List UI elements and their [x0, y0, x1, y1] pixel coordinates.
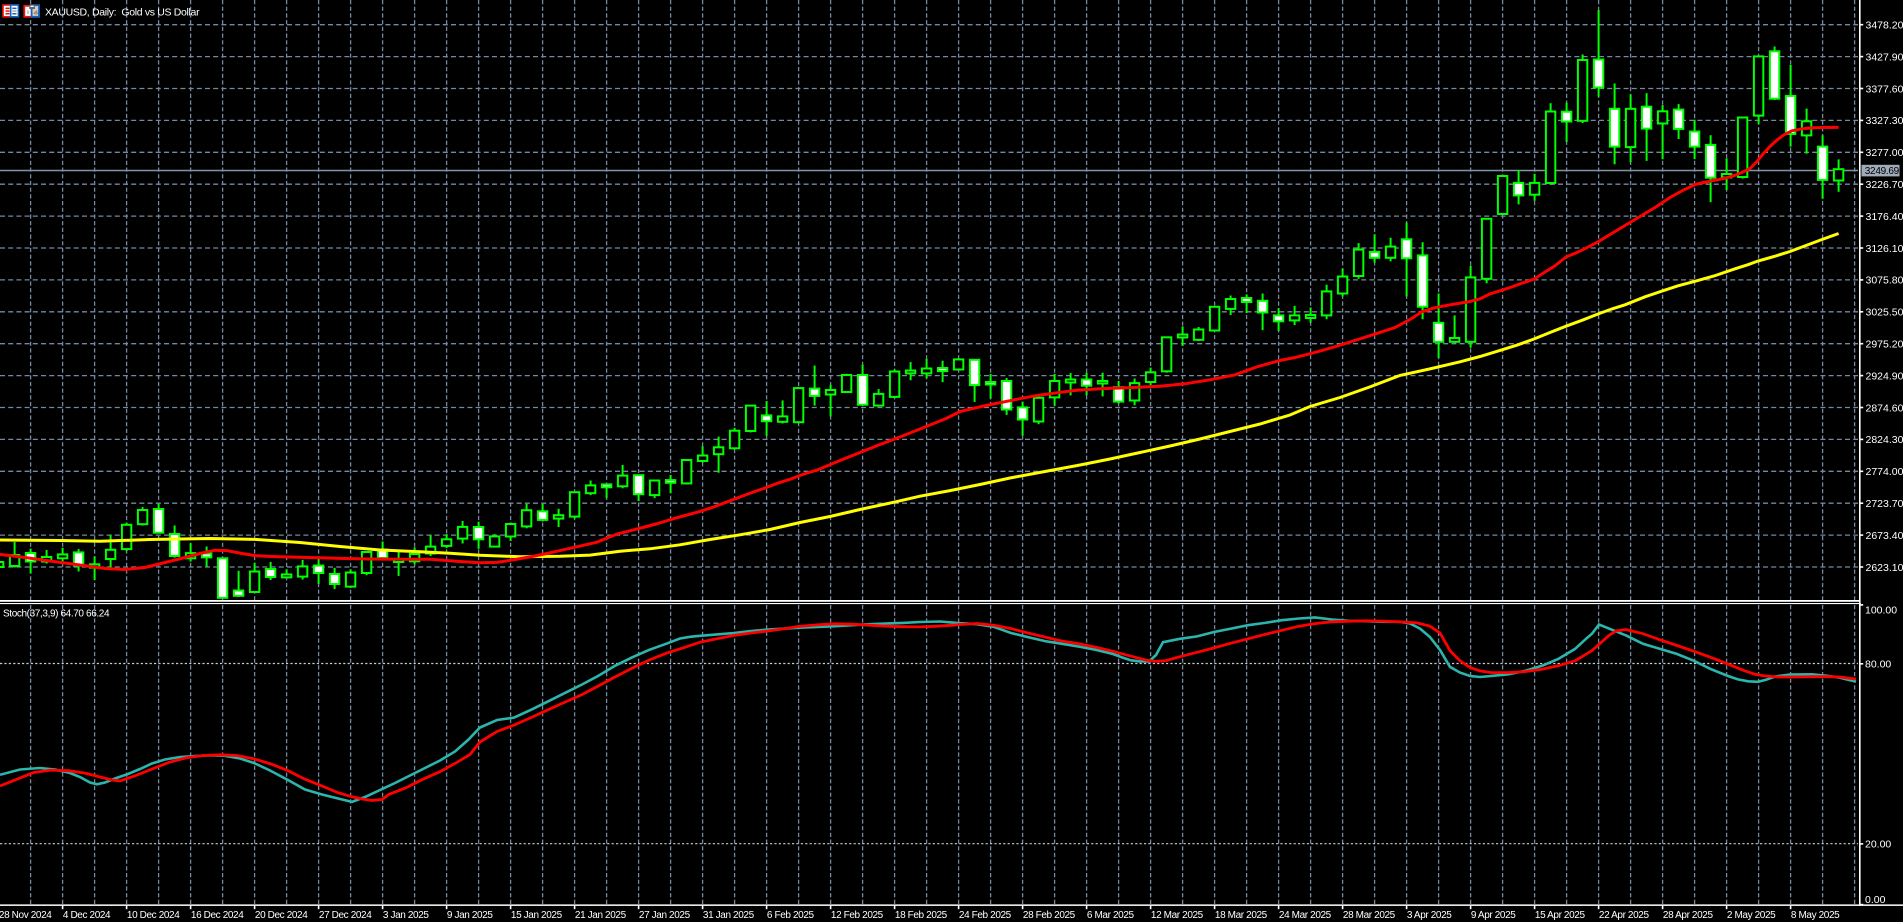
svg-text:9 Apr 2025: 9 Apr 2025 [1471, 910, 1516, 921]
svg-text:3 Apr 2025: 3 Apr 2025 [1407, 910, 1452, 921]
svg-text:15 Apr 2025: 15 Apr 2025 [1535, 910, 1586, 921]
svg-text:15 Jan 2025: 15 Jan 2025 [511, 910, 563, 921]
svg-text:3126.10: 3126.10 [1866, 243, 1903, 255]
svg-text:2975.20: 2975.20 [1866, 339, 1903, 351]
svg-text:80.00: 80.00 [1865, 659, 1891, 671]
svg-text:3478.20: 3478.20 [1866, 20, 1903, 32]
svg-text:18 Feb 2025: 18 Feb 2025 [895, 910, 948, 921]
svg-text:3377.60: 3377.60 [1866, 83, 1903, 95]
svg-text:0.00: 0.00 [1865, 894, 1886, 906]
svg-text:3025.50: 3025.50 [1866, 307, 1903, 319]
svg-text:XAUUSD, Daily: Gold vs US Dol: XAUUSD, Daily: Gold vs US Dollar [45, 6, 200, 18]
svg-text:100.00: 100.00 [1865, 604, 1897, 616]
svg-text:10 Dec 2024: 10 Dec 2024 [127, 910, 180, 921]
svg-text:24 Feb 2025: 24 Feb 2025 [959, 910, 1012, 921]
svg-text:2623.10: 2623.10 [1866, 562, 1903, 574]
svg-text:28 Feb 2025: 28 Feb 2025 [1023, 910, 1076, 921]
svg-text:9 Jan 2025: 9 Jan 2025 [447, 910, 494, 921]
svg-text:3176.40: 3176.40 [1866, 211, 1903, 223]
svg-text:4 Dec 2024: 4 Dec 2024 [63, 910, 111, 921]
svg-text:3249.69: 3249.69 [1865, 166, 1900, 177]
svg-text:3277.00: 3277.00 [1866, 147, 1903, 159]
svg-text:Stoch(37,3,9) 64.70 66.24: Stoch(37,3,9) 64.70 66.24 [3, 609, 110, 620]
svg-text:22 Apr 2025: 22 Apr 2025 [1599, 910, 1650, 921]
svg-text:27 Dec 2024: 27 Dec 2024 [319, 910, 372, 921]
svg-text:2723.70: 2723.70 [1866, 498, 1903, 510]
svg-text:2774.00: 2774.00 [1866, 466, 1903, 478]
svg-text:2 May 2025: 2 May 2025 [1727, 910, 1776, 921]
svg-text:8 May 2025: 8 May 2025 [1791, 910, 1840, 921]
svg-text:12 Feb 2025: 12 Feb 2025 [831, 910, 884, 921]
svg-text:2824.30: 2824.30 [1866, 434, 1903, 446]
svg-text:31 Jan 2025: 31 Jan 2025 [703, 910, 755, 921]
svg-text:3 Jan 2025: 3 Jan 2025 [383, 910, 430, 921]
svg-text:6 Mar 2025: 6 Mar 2025 [1087, 910, 1135, 921]
svg-text:21 Jan 2025: 21 Jan 2025 [575, 910, 627, 921]
svg-text:18 Mar 2025: 18 Mar 2025 [1215, 910, 1268, 921]
svg-text:27 Jan 2025: 27 Jan 2025 [639, 910, 691, 921]
svg-text:20.00: 20.00 [1865, 839, 1891, 851]
svg-text:28 Apr 2025: 28 Apr 2025 [1663, 910, 1714, 921]
svg-text:16 Dec 2024: 16 Dec 2024 [191, 910, 244, 921]
svg-text:3427.90: 3427.90 [1866, 51, 1903, 63]
svg-text:12 Mar 2025: 12 Mar 2025 [1151, 910, 1204, 921]
svg-text:24 Mar 2025: 24 Mar 2025 [1279, 910, 1332, 921]
svg-text:3075.80: 3075.80 [1866, 275, 1903, 287]
svg-text:28 Nov 2024: 28 Nov 2024 [0, 910, 52, 921]
svg-text:2673.40: 2673.40 [1866, 530, 1903, 542]
svg-text:3327.30: 3327.30 [1866, 115, 1903, 127]
svg-text:6 Feb 2025: 6 Feb 2025 [767, 910, 815, 921]
svg-text:2874.60: 2874.60 [1866, 402, 1903, 414]
svg-text:20 Dec 2024: 20 Dec 2024 [255, 910, 308, 921]
svg-text:28 Mar 2025: 28 Mar 2025 [1343, 910, 1396, 921]
svg-text:3226.70: 3226.70 [1866, 179, 1903, 191]
svg-text:2924.90: 2924.90 [1866, 370, 1903, 382]
